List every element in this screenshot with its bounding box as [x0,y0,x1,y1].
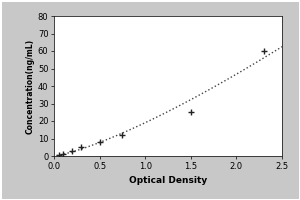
X-axis label: Optical Density: Optical Density [129,176,207,185]
Y-axis label: Concentration(ng/mL): Concentration(ng/mL) [26,38,35,134]
